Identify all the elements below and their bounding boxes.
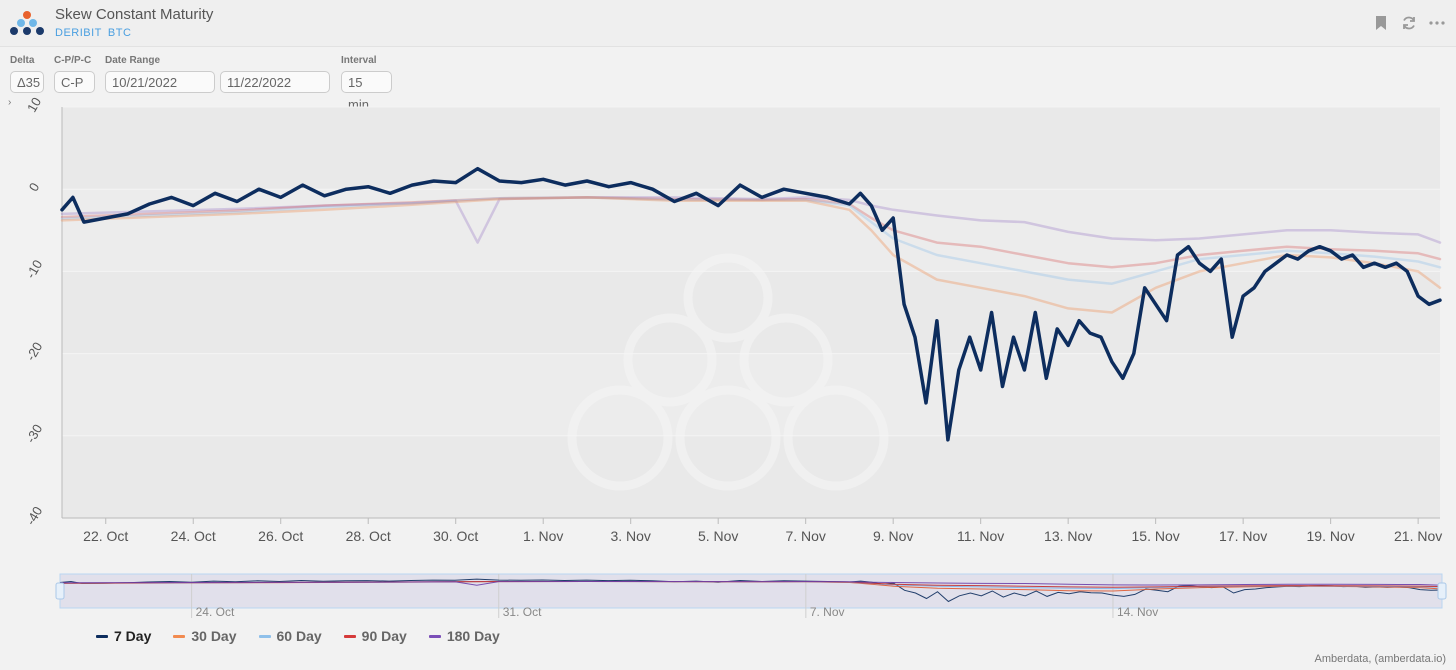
legend-item-30-day[interactable]: 30 Day	[173, 628, 237, 644]
x-tick-label: 9. Nov	[873, 528, 913, 544]
interval-label: Interval	[341, 55, 377, 66]
navigator-tick-label: 7. Nov	[810, 605, 845, 619]
date-start-input[interactable]: 10/21/2022	[105, 71, 215, 93]
x-tick-label: 15. Nov	[1132, 528, 1180, 544]
chart-controls: Delta Δ35 C-P/P-C C-P Date Range 10/21/2…	[0, 47, 1456, 112]
navigator-handle-right	[1437, 582, 1447, 600]
y-tick-label: -20	[23, 339, 45, 363]
x-tick-label: 21. Nov	[1394, 528, 1442, 544]
y-tick-label: -10	[23, 257, 45, 281]
delta-select[interactable]: Δ35	[10, 71, 44, 93]
date-range-label: Date Range	[105, 55, 161, 66]
y-tick-label: 10	[24, 95, 44, 115]
navigator-tick-label: 31. Oct	[503, 605, 542, 619]
y-tick-label: 0	[26, 180, 43, 194]
expand-chevron-icon[interactable]: ›	[8, 97, 12, 108]
navigator-handle-left	[55, 582, 65, 600]
delta-label: Delta	[10, 55, 35, 66]
watermark-ring	[567, 385, 673, 491]
x-tick-label: 28. Oct	[346, 528, 391, 544]
chart-subtitle: DERIBIT BTC	[55, 27, 137, 39]
navigator-tick-label: 14. Nov	[1117, 605, 1158, 619]
x-tick-label: 1. Nov	[523, 528, 563, 544]
plot-band	[62, 107, 1440, 190]
x-tick-label: 26. Oct	[258, 528, 303, 544]
x-tick-label: 11. Nov	[957, 528, 1004, 544]
legend-swatch	[343, 634, 356, 638]
legend-swatch	[96, 634, 108, 638]
x-tick-label: 17. Nov	[1219, 528, 1267, 544]
legend-label: 90 Day	[361, 628, 407, 644]
x-tick-label: 7. Nov	[785, 528, 825, 544]
series-line-60-day	[60, 196, 1442, 285]
navigator-line-180-day	[59, 580, 1443, 586]
watermark-ring	[783, 385, 889, 491]
bookmark-icon[interactable]	[1372, 14, 1390, 32]
series-line-30-day	[60, 196, 1442, 314]
x-tick-label: 5. Nov	[698, 528, 738, 544]
cp-select[interactable]: C-P	[54, 71, 95, 93]
watermark-ring	[675, 385, 781, 491]
y-tick-label: -40	[23, 504, 45, 528]
x-tick-label: 22. Oct	[83, 528, 128, 544]
series-line-90-day	[60, 196, 1442, 269]
legend-label: 7 Day	[114, 628, 152, 644]
legend: 7 Day 30 Day 60 Day 90 Day 180 Day	[96, 628, 500, 644]
legend-swatch	[173, 634, 186, 638]
amberdata-logo-icon	[10, 11, 44, 35]
series-line-7-day	[60, 166, 1442, 442]
legend-swatch	[428, 634, 441, 638]
chart-header: Skew Constant Maturity DERIBIT BTC	[0, 0, 1456, 47]
legend-label: 180 Day	[446, 628, 500, 644]
date-end-input[interactable]: 11/22/2022	[220, 71, 330, 93]
exchange-label: DERIBIT	[55, 27, 102, 39]
x-tick-label: 3. Nov	[610, 528, 650, 544]
navigator-mask	[60, 574, 1442, 608]
navigator-tick-label: 24. Oct	[196, 605, 235, 619]
legend-item-90-day[interactable]: 90 Day	[343, 628, 407, 644]
navigator-line-7-day	[59, 578, 1443, 603]
x-tick-label: 13. Nov	[1044, 528, 1092, 544]
asset-label: BTC	[107, 27, 132, 39]
watermark-logo	[567, 253, 889, 491]
more-options-icon[interactable]	[1428, 14, 1446, 32]
watermark-ring	[683, 253, 773, 343]
legend-label: 30 Day	[191, 628, 237, 644]
watermark-ring	[623, 313, 717, 407]
y-tick-label: -30	[23, 422, 45, 446]
chart-title: Skew Constant Maturity	[55, 6, 214, 23]
series-line-180-day	[60, 196, 1442, 244]
legend-label: 60 Day	[276, 628, 322, 644]
plot-band	[62, 189, 1440, 272]
watermark-ring	[739, 313, 833, 407]
x-tick-label: 30. Oct	[433, 528, 478, 544]
x-tick-label: 24. Oct	[171, 528, 216, 544]
x-tick-label: 19. Nov	[1307, 528, 1355, 544]
legend-item-180-day[interactable]: 180 Day	[428, 628, 500, 644]
credit-text: Amberdata, (amberdata.io)	[1314, 653, 1446, 665]
legend-swatch	[258, 634, 271, 638]
legend-item-60-day[interactable]: 60 Day	[258, 628, 322, 644]
cp-label: C-P/P-C	[54, 55, 92, 66]
legend-item-7-day[interactable]: 7 Day	[96, 628, 151, 644]
interval-select[interactable]: 15 min	[341, 71, 392, 112]
refresh-icon[interactable]	[1400, 14, 1418, 32]
